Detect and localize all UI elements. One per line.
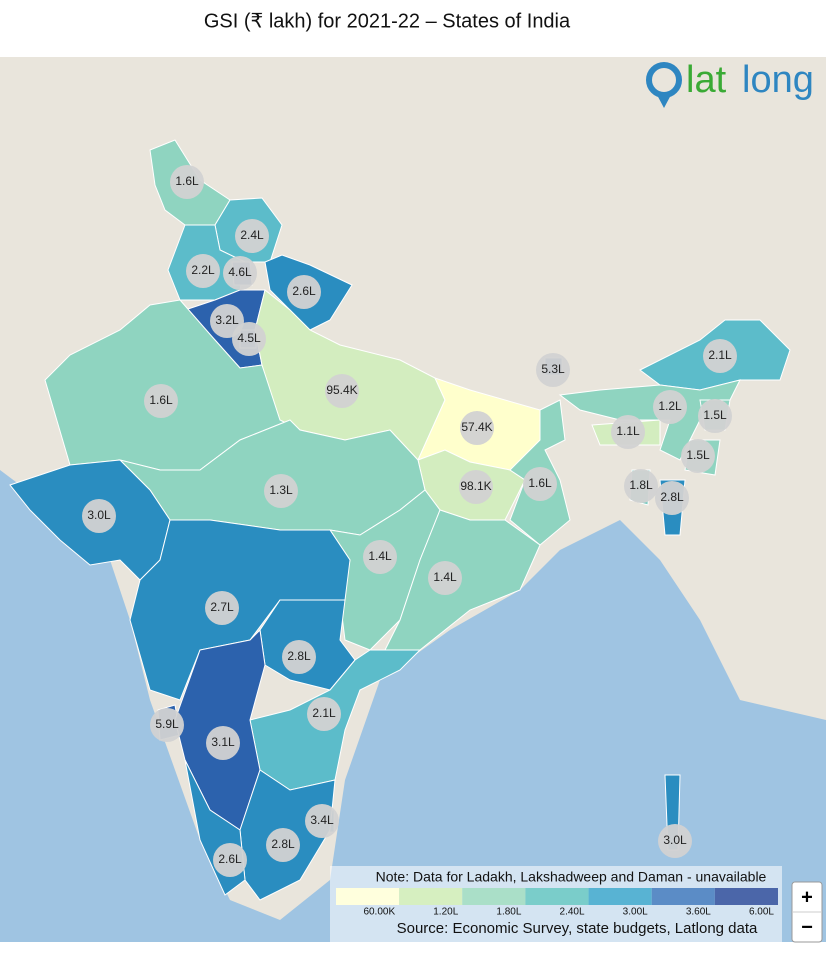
region-label: 1.6L — [149, 393, 173, 407]
region-label: 2.1L — [312, 706, 336, 720]
region-label: 1.3L — [269, 483, 293, 497]
legend-swatch — [399, 888, 463, 905]
legend-tick: 2.40L — [560, 907, 585, 918]
region-label: 2.8L — [287, 649, 311, 663]
label-bubble — [698, 399, 732, 433]
region-label: 5.9L — [155, 717, 179, 731]
region-label: 2.4L — [240, 228, 264, 242]
logo-lat: lat — [686, 59, 727, 101]
label-bubble — [144, 384, 178, 418]
label-bubble — [223, 256, 257, 290]
label-bubble — [206, 726, 240, 760]
label-bubble — [459, 470, 493, 504]
label-bubble — [363, 540, 397, 574]
region-label: 5.3L — [541, 362, 565, 376]
label-bubble — [703, 339, 737, 373]
region-label: 1.6L — [175, 174, 199, 188]
legend-swatch — [651, 888, 715, 905]
region-label: 3.4L — [310, 813, 334, 827]
label-bubble — [428, 561, 462, 595]
region-label: 2.6L — [292, 284, 316, 298]
region — [384, 509, 541, 651]
label-bubble — [655, 481, 689, 515]
label-bubble — [681, 439, 715, 473]
region-label: 2.8L — [660, 490, 684, 504]
region-label: 1.5L — [703, 408, 727, 422]
label-bubble — [460, 411, 494, 445]
label-bubble — [170, 165, 204, 199]
legend-tick: 6.00L — [749, 907, 774, 918]
label-bubble — [282, 640, 316, 674]
region-label: 2.7L — [210, 600, 234, 614]
label-bubble — [82, 499, 116, 533]
label-bubble — [325, 374, 359, 408]
legend-swatch — [714, 888, 778, 905]
label-bubble — [186, 254, 220, 288]
ocean — [0, 470, 826, 942]
region-label: 3.0L — [663, 833, 687, 847]
label-bubble — [266, 828, 300, 862]
legend-swatch — [336, 888, 400, 905]
label-bubble — [658, 824, 692, 858]
label-bubble — [287, 275, 321, 309]
region-label: 98.1K — [460, 479, 491, 493]
region-label: 3.1L — [211, 735, 235, 749]
region-label: 1.1L — [616, 424, 640, 438]
zoom-in[interactable]: + — [801, 886, 813, 908]
label-bubble — [624, 469, 658, 503]
legend-note: Note: Data for Ladakh, Lakshadweep and D… — [376, 869, 767, 885]
region-label: 95.4K — [326, 383, 357, 397]
label-bubble — [232, 322, 266, 356]
label-bubble — [213, 843, 247, 877]
legend-tick: 60.00K — [363, 907, 395, 918]
legend-tick: 3.00L — [623, 907, 648, 918]
region-label: 2.6L — [218, 852, 242, 866]
label-bubble — [305, 804, 339, 838]
label-bubble — [536, 353, 570, 387]
source: Source: Economic Survey, state budgets, … — [397, 920, 758, 937]
label-bubble — [235, 219, 269, 253]
region-label: 1.4L — [368, 549, 392, 563]
logo-pin-tip — [656, 93, 672, 108]
labels: 1.6L 2.4L 2.2L 4.6L 2.6L 3.2L 4.5L 1.6L 95.4K 57.… — [82, 165, 737, 877]
region-label: 2.1L — [708, 348, 732, 362]
legend-tick: 3.60L — [686, 907, 711, 918]
label-bubble — [264, 474, 298, 508]
label-bubble — [150, 708, 184, 742]
legend-swatch — [525, 888, 589, 905]
label-bubble — [205, 591, 239, 625]
region-label: 1.8L — [629, 478, 653, 492]
region-label: 1.2L — [658, 399, 682, 413]
label-bubble — [523, 467, 557, 501]
logo: lat long — [646, 59, 814, 108]
region-label: 1.6L — [528, 476, 552, 490]
legend-swatch — [462, 888, 526, 905]
region-label: 3.0L — [87, 508, 111, 522]
legend-tick: 1.20L — [433, 907, 458, 918]
region-label: 3.2L — [215, 313, 239, 327]
label-bubble — [307, 697, 341, 731]
region-label: 1.4L — [433, 570, 457, 584]
region-label: 4.6L — [228, 265, 252, 279]
legend-tick: 1.80L — [496, 907, 521, 918]
region-label: 57.4K — [461, 420, 492, 434]
region-label: 2.8L — [271, 837, 295, 851]
label-bubble — [653, 390, 687, 424]
legend: 60.00K 1.20L 1.80L 2.40L 3.00L 3.60L 6.00L — [336, 888, 778, 918]
logo-long: long — [742, 59, 814, 101]
zoom-out[interactable]: − — [801, 916, 813, 938]
title: GSI (₹ lakh) for 2021-22 – States of Ind… — [204, 10, 571, 32]
regions — [9, 139, 791, 901]
region-label: 2.2L — [191, 263, 215, 277]
region-label: 1.5L — [686, 448, 710, 462]
legend-swatch — [588, 888, 652, 905]
label-bubble — [611, 415, 645, 449]
region-label: 4.5L — [237, 331, 261, 345]
